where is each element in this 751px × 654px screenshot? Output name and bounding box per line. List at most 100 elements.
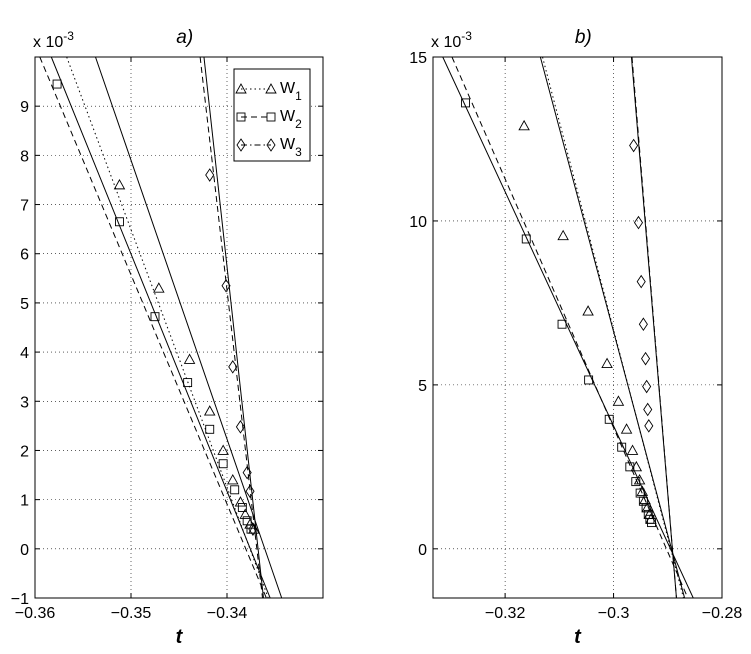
y-scale-label-b: x 10-3 <box>431 29 472 51</box>
axes-frame-a <box>34 56 324 599</box>
y-tick-label: 0 <box>418 542 427 559</box>
panel-label-b: b) <box>575 27 592 48</box>
fit-line-1 <box>95 57 283 598</box>
data-point-w2 <box>645 514 655 524</box>
legend-marker <box>236 112 246 122</box>
data-point-w2 <box>617 442 627 452</box>
y-tick-label: 5 <box>418 378 427 395</box>
y-tick-label: 7 <box>20 198 29 215</box>
data-point-w1 <box>203 405 216 416</box>
data-point-w3 <box>638 317 648 332</box>
legend-marker <box>266 112 276 122</box>
data-point-w1 <box>601 357 613 369</box>
data-point-w2 <box>52 79 62 89</box>
legend-label-sub: 2 <box>295 117 302 131</box>
y-scale-exp-a: -3 <box>63 29 74 43</box>
data-point-w1 <box>620 423 633 434</box>
y-tick-label: 5 <box>20 296 29 313</box>
data-point-w2 <box>604 414 614 424</box>
data-point-w3 <box>633 215 644 230</box>
data-point-w3 <box>248 522 258 536</box>
y-tick-label: 6 <box>20 247 29 264</box>
data-point-w2 <box>625 462 635 472</box>
axes-frame-b <box>432 56 723 599</box>
data-point-w1 <box>557 229 569 241</box>
y-scale-base-b: x 10 <box>431 34 461 51</box>
data-point-w1 <box>636 485 649 496</box>
data-point-w2 <box>631 477 641 487</box>
data-point-w2 <box>205 424 215 434</box>
legend-label-w2: W2 <box>280 108 302 131</box>
fit-line-6 <box>631 57 677 598</box>
x-tick-label: −0.35 <box>111 605 152 622</box>
fit-line-3 <box>66 57 269 598</box>
y-tick-label: 10 <box>409 214 427 231</box>
data-point-w3 <box>221 278 231 293</box>
data-point-w1 <box>518 119 530 131</box>
data-point-w3 <box>228 360 238 374</box>
y-tick-label: 0 <box>20 542 29 559</box>
x-tick-label: −0.36 <box>15 605 56 622</box>
fit-line-6 <box>199 57 264 598</box>
x-axis-label-b: t <box>574 626 582 648</box>
data-point-w1 <box>113 178 126 190</box>
legend-label-base: W <box>280 108 296 125</box>
y-tick-label: 15 <box>409 50 427 67</box>
data-point-w2 <box>521 234 531 244</box>
fit-line-5 <box>203 57 264 598</box>
data-point-w3 <box>245 484 255 499</box>
data-point-w3 <box>643 402 653 417</box>
fit-line-2 <box>451 57 689 598</box>
y-tick-label: 3 <box>20 394 29 411</box>
legend-box <box>233 68 311 162</box>
x-axis-label-a: t <box>176 626 184 648</box>
y-tick-label: 8 <box>20 148 29 165</box>
fit-line-2 <box>50 57 271 598</box>
x-tick-label: −0.3 <box>598 605 630 622</box>
data-point-w2 <box>218 459 228 469</box>
data-point-w2 <box>638 496 648 506</box>
data-point-w3 <box>641 351 651 366</box>
data-point-w3 <box>629 138 639 153</box>
data-point-w2 <box>150 312 160 322</box>
legend-label-sub: 1 <box>295 89 302 103</box>
data-point-w3 <box>205 168 215 182</box>
data-point-w2 <box>647 518 656 528</box>
data-point-w2 <box>115 217 124 227</box>
y-tick-label: 1 <box>20 493 29 510</box>
panel-b: −0.32 −0.3 −0.28 0 5 10 15 b) t x 10-3 <box>409 27 742 648</box>
data-point-w1 <box>582 305 594 316</box>
data-point-w2 <box>237 503 247 512</box>
data-point-w1 <box>612 395 625 406</box>
data-point-w1 <box>226 474 239 485</box>
x-tick-label: −0.32 <box>485 605 526 622</box>
data-point-w3 <box>636 274 646 289</box>
data-point-w2 <box>183 378 193 388</box>
data-point-w1 <box>239 508 252 519</box>
data-point-w3 <box>242 465 252 480</box>
data-point-w1 <box>626 444 639 455</box>
legend-label-base: W <box>280 136 296 153</box>
y-tick-label: 9 <box>20 99 29 116</box>
legend-marker <box>265 83 277 94</box>
legend-label-sub: 3 <box>295 145 302 159</box>
legend-marker <box>266 138 276 152</box>
y-scale-label-a: x 10-3 <box>33 29 74 51</box>
data-point-w2 <box>584 375 594 385</box>
data-point-w3 <box>235 420 245 434</box>
panel-label-a: a) <box>176 27 193 48</box>
data-point-w2 <box>461 98 470 108</box>
fit-line-4 <box>542 57 684 598</box>
data-point-w2 <box>230 485 240 495</box>
data-point-w1 <box>234 496 247 507</box>
y-tick-label: 4 <box>20 345 29 362</box>
legend-marker <box>236 138 246 152</box>
data-point-w3 <box>644 419 654 433</box>
fit-line-1 <box>442 57 694 598</box>
data-point-w1 <box>153 282 165 293</box>
y-tick-label: 2 <box>20 443 29 460</box>
data-point-w2 <box>246 524 256 534</box>
